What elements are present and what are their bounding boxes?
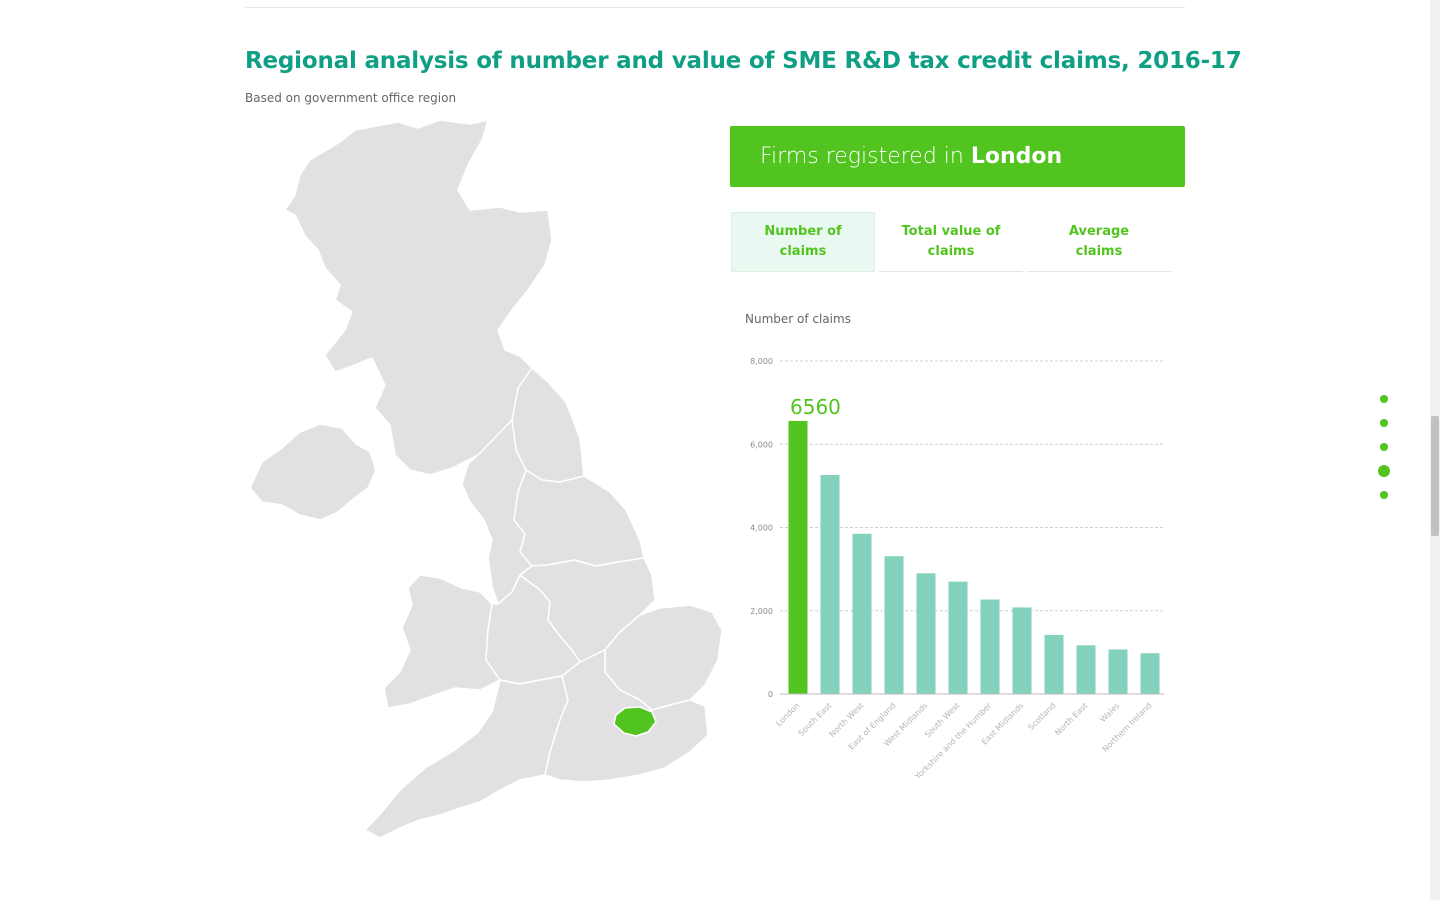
bar-north-east [1076, 645, 1096, 694]
bar-south-east [820, 475, 840, 694]
y-tick-label: 4,000 [750, 524, 773, 533]
page-nav-dot-4[interactable] [1378, 465, 1390, 477]
tab-number-of-claims[interactable]: Number of claims [731, 212, 875, 272]
map-region-yorkshire[interactable] [513, 469, 645, 567]
x-tick-label: Wales [1098, 701, 1121, 724]
bar-scotland [1044, 634, 1064, 694]
scrollbar-thumb[interactable] [1431, 416, 1439, 536]
map-region-northern-ireland[interactable] [249, 423, 377, 521]
tab-label-line1: Average [1068, 223, 1130, 239]
y-tick-label: 6,000 [750, 440, 773, 449]
tab-total-value-of-claims[interactable]: Total value of claims [879, 212, 1023, 272]
bar-wales [1108, 649, 1128, 694]
bar-london [788, 420, 808, 694]
tab-label-line2: claims [1075, 243, 1123, 259]
map-region-london[interactable] [613, 706, 657, 737]
banner-prefix: Firms registered in [760, 144, 964, 169]
x-tick-label: North East [1053, 701, 1089, 737]
chart-title: Number of claims [745, 312, 851, 326]
tab-label-line2: claims [779, 244, 827, 259]
bar-northern-ireland [1140, 653, 1160, 694]
x-tick-label: London [774, 701, 801, 728]
bar-yorkshire-and-the-humber [980, 599, 1000, 694]
page-nav-dot-3[interactable] [1380, 443, 1388, 451]
region-banner: Firms registered in London [730, 126, 1185, 187]
tab-label-line2: claims [927, 243, 975, 259]
bar-north-west [852, 533, 872, 694]
page-nav-dot-1[interactable] [1380, 395, 1388, 403]
bar-east-of-england [884, 556, 904, 694]
page-nav-dots [1378, 392, 1390, 504]
bar-west-midlands [916, 573, 936, 694]
y-tick-label: 8,000 [750, 357, 773, 366]
bar-south-west [948, 581, 968, 694]
tab-average-claims[interactable]: Average claims [1027, 212, 1171, 272]
page-subtitle: Based on government office region [245, 91, 457, 105]
metric-tabs: Number of claims Total value of claims Ave… [731, 212, 1171, 273]
y-tick-label: 2,000 [750, 607, 773, 616]
map-region-wales[interactable] [383, 574, 501, 709]
y-tick-label: 0 [768, 690, 773, 699]
banner-region: London [970, 144, 1063, 169]
page-title: Regional analysis of number and value of… [245, 48, 1242, 74]
tab-label-line1: Total value of [901, 223, 1001, 239]
page-nav-dot-2[interactable] [1380, 419, 1388, 427]
tab-label-line1: Number of [764, 224, 842, 239]
top-divider [245, 7, 1185, 8]
x-tick-label: Scotland [1026, 701, 1057, 732]
page-nav-dot-5[interactable] [1380, 491, 1388, 499]
uk-region-map[interactable] [240, 115, 730, 845]
highlight-value-label: 6560 [790, 395, 841, 419]
bar-east-midlands [1012, 607, 1032, 694]
